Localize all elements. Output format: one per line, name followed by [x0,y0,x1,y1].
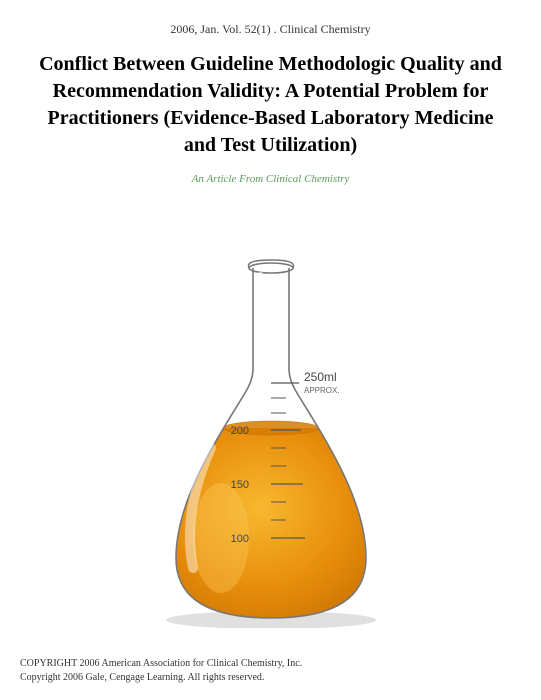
flask-tick-100: 100 [230,533,248,545]
header-meta: 2006, Jan. Vol. 52(1) . Clinical Chemist… [0,0,541,37]
flask-label-approx: APPROX. [304,386,340,395]
flask-tick-200: 200 [230,425,248,437]
flask-tick-150: 150 [230,479,248,491]
copyright-block: COPYRIGHT 2006 American Association for … [20,657,302,684]
article-title: Conflict Between Guideline Methodologic … [0,37,541,167]
flask-image: 250ml APPROX. 200 150 100 [121,248,421,628]
copyright-line-1: COPYRIGHT 2006 American Association for … [20,657,302,671]
article-subtitle: An Article From Clinical Chemistry [0,167,541,185]
copyright-line-2: Copyright 2006 Gale, Cengage Learning. A… [20,671,302,685]
flask-label-250: 250ml [304,370,337,384]
